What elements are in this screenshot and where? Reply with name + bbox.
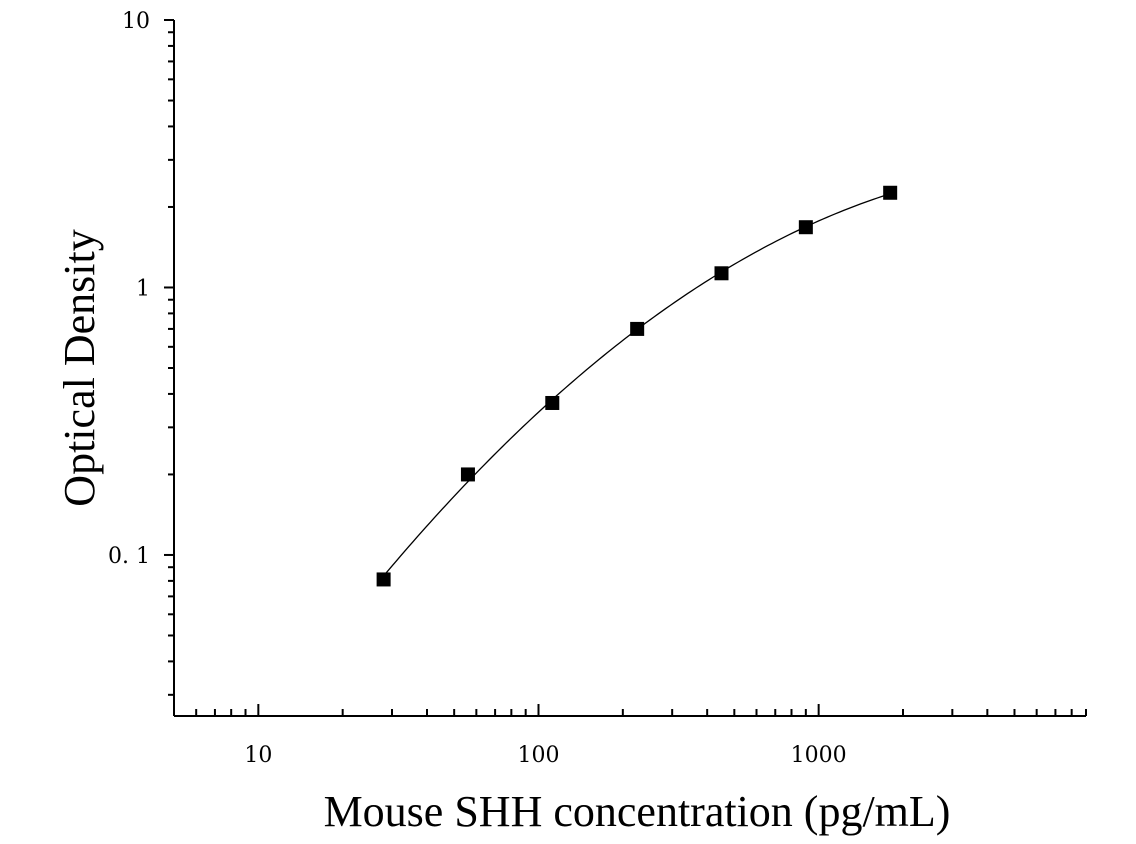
data-point-marker: [714, 266, 729, 281]
data-points: [376, 185, 898, 587]
y-tick-label: 0. 1: [108, 544, 150, 569]
fit-curve-layer: [383, 193, 891, 577]
data-point-marker: [630, 321, 645, 336]
y-tick-label: 10: [122, 9, 150, 34]
axes: 10 100 1000 10 1 0. 1: [108, 9, 1087, 768]
data-point-marker: [376, 572, 391, 587]
x-tick-label: 1000: [791, 743, 847, 768]
x-tick-label: 10: [244, 743, 272, 768]
data-point-marker: [883, 185, 898, 200]
data-point-marker: [460, 467, 475, 482]
y-axis-title: Optical Density: [55, 229, 104, 506]
fit-curve-line: [383, 193, 891, 577]
y-tick-label: 1: [136, 276, 150, 301]
x-axis-title: Mouse SHH concentration (pg/mL): [324, 787, 951, 836]
data-point-marker: [798, 220, 813, 235]
data-point-marker: [545, 395, 560, 410]
x-tick-label: 100: [517, 743, 559, 768]
